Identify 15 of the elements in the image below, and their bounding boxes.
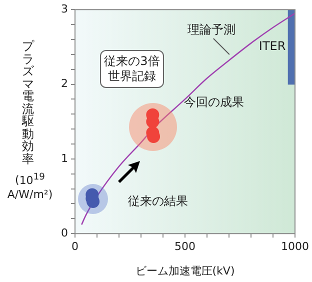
annotation: 今回の成果	[184, 95, 244, 110]
annotation: 従来の結果	[128, 194, 188, 209]
x-tick-label: 0	[72, 240, 78, 254]
y-tick-label: 0	[61, 226, 68, 240]
y-tick-label: 1	[61, 152, 68, 165]
text: プラズマ電流駆動効率(10$^{19}$ A/W/m²)	[7, 39, 53, 201]
y-tick-label: 3	[61, 2, 68, 16]
annotation: 従来の3倍世界記録	[100, 50, 164, 88]
x-axis-title: ビーム加速電圧(kV)	[135, 264, 235, 278]
x-tick-label: 500	[174, 240, 196, 254]
series-label: 理論予測	[187, 22, 236, 37]
x-tick-label: 1000	[281, 240, 310, 254]
series-label: ITER	[258, 39, 286, 54]
line-series	[80, 12, 296, 226]
y-tick-label: 2	[61, 77, 68, 90]
